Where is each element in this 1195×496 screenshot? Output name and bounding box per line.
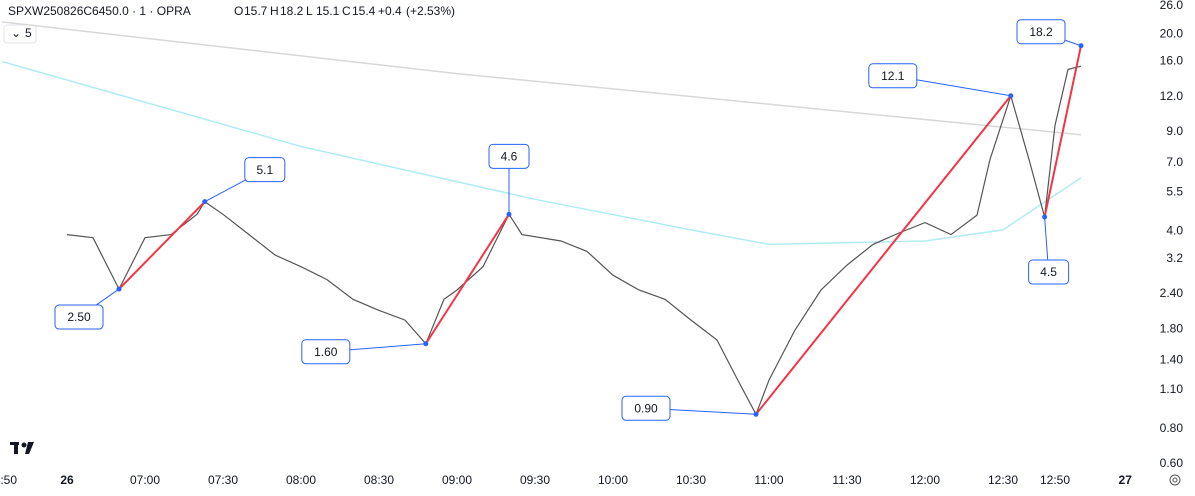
pivot-dot bbox=[202, 199, 208, 205]
ohlc-key: L bbox=[306, 4, 313, 18]
interval: 5 bbox=[25, 26, 32, 40]
y-tick-label: 4.0 bbox=[1166, 224, 1183, 238]
x-tick-label: 10:30 bbox=[676, 473, 706, 487]
x-tick-label: 11:30 bbox=[832, 473, 861, 487]
header-text: (+2.53%) bbox=[406, 4, 455, 18]
y-tick-label: 3.2 bbox=[1166, 251, 1183, 265]
pivot-leg bbox=[118, 200, 206, 290]
pivot-dot bbox=[753, 411, 759, 417]
x-tick-label: 10:00 bbox=[598, 473, 628, 487]
callout-box bbox=[301, 339, 351, 365]
header-text: 15.1 bbox=[316, 4, 340, 18]
x-tick-label: 27 bbox=[1119, 473, 1133, 487]
pivot-dot bbox=[1078, 43, 1084, 49]
pivot-dot bbox=[1008, 93, 1014, 99]
callout-box bbox=[1016, 19, 1066, 45]
y-tick-label: 0.60 bbox=[1160, 456, 1184, 470]
callout-label: 4.6 bbox=[501, 149, 518, 163]
pivot-leg bbox=[424, 213, 510, 345]
pivot-dot bbox=[506, 211, 512, 217]
y-tick-label: 2.40 bbox=[1160, 286, 1184, 300]
interval-button[interactable] bbox=[3, 24, 37, 44]
y-tick-label: 26.0 bbox=[1160, 0, 1184, 12]
y-tick-label: 1.10 bbox=[1160, 382, 1184, 396]
header-text: 15.7 bbox=[244, 4, 268, 18]
x-tick-label: 12:50 bbox=[0, 473, 17, 487]
x-tick-label: 09:00 bbox=[442, 473, 472, 487]
y-tick-label: 16.0 bbox=[1160, 54, 1184, 68]
header-text: +0.4 bbox=[378, 4, 402, 18]
ohlc-key: C bbox=[342, 4, 351, 18]
series-line bbox=[66, 65, 1082, 416]
y-tick-label: 7.0 bbox=[1166, 155, 1183, 169]
callout-box bbox=[54, 304, 104, 330]
header-text: 15.4 bbox=[352, 4, 376, 18]
settings-icon[interactable] bbox=[1169, 474, 1181, 486]
callout-box bbox=[868, 63, 918, 89]
ohlc-key: O bbox=[234, 4, 243, 18]
header-text: 18.2 bbox=[280, 4, 304, 18]
x-tick-label: 07:30 bbox=[208, 473, 238, 487]
callout-label: 12.1 bbox=[881, 69, 905, 83]
y-tick-label: 12.0 bbox=[1160, 89, 1184, 103]
ohlc-key: H bbox=[270, 4, 279, 18]
x-tick-label: 07:00 bbox=[130, 473, 160, 487]
y-tick-label: 1.80 bbox=[1160, 322, 1184, 336]
x-tick-label: 08:00 bbox=[286, 473, 316, 487]
interval-chevron: ⌄ bbox=[11, 26, 21, 40]
pivot-dot bbox=[423, 341, 429, 347]
x-tick-label: 26 bbox=[60, 473, 74, 487]
callout-label: 5.1 bbox=[256, 163, 273, 177]
callout-box bbox=[1028, 259, 1070, 285]
series-line bbox=[1, 60, 1082, 246]
callout-label: 1.60 bbox=[314, 345, 338, 359]
x-tick-label: 12:50 bbox=[1040, 473, 1070, 487]
y-tick-label: 0.80 bbox=[1160, 421, 1184, 435]
x-tick-label: 11:00 bbox=[754, 473, 783, 487]
pivot-leg bbox=[755, 95, 1012, 415]
callout-box bbox=[488, 143, 530, 169]
x-tick-label: 12:30 bbox=[988, 473, 1018, 487]
callout-label: 4.5 bbox=[1040, 265, 1057, 279]
x-tick-label: 09:30 bbox=[520, 473, 550, 487]
x-tick-label: 12:00 bbox=[910, 473, 940, 487]
y-tick-label: 9.0 bbox=[1166, 124, 1183, 138]
header-text: SPXW250826C6450.0 · 1 · OPRA bbox=[8, 4, 191, 18]
callout-box bbox=[244, 157, 286, 183]
y-tick-label: 1.40 bbox=[1160, 352, 1184, 366]
y-tick-label: 5.5 bbox=[1166, 185, 1183, 199]
y-tick-label: 20.0 bbox=[1160, 26, 1184, 40]
pivot-dot bbox=[116, 286, 122, 292]
callout-box bbox=[621, 395, 671, 421]
pivot-dot bbox=[1042, 214, 1048, 220]
callout-label: 0.90 bbox=[634, 401, 658, 415]
pivot-leg bbox=[1043, 45, 1082, 218]
x-tick-label: 08:30 bbox=[364, 473, 394, 487]
callout-label: 2.50 bbox=[67, 310, 91, 324]
callout-label: 18.2 bbox=[1029, 25, 1053, 39]
series-line bbox=[1, 21, 1082, 136]
logo bbox=[10, 442, 34, 454]
